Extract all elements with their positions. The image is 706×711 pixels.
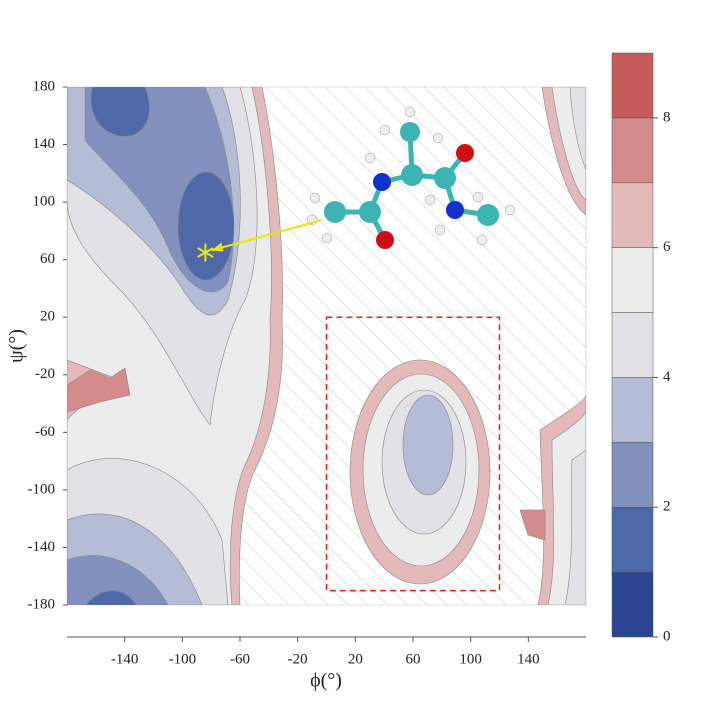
colorbar-tick-label: 0 bbox=[663, 628, 671, 644]
arrow-head bbox=[211, 242, 224, 252]
molecule bbox=[306, 106, 516, 249]
annotation-arrow bbox=[211, 219, 323, 252]
contour-region bbox=[177, 171, 235, 281]
contour-region bbox=[564, 449, 586, 605]
x-tick-label: -100 bbox=[169, 651, 197, 667]
contour-region bbox=[90, 87, 150, 137]
colorbar-band bbox=[611, 377, 654, 443]
colorbar-band bbox=[611, 117, 654, 184]
colorbar-band bbox=[611, 52, 654, 119]
colorbar-band bbox=[611, 182, 654, 248]
contour-region bbox=[402, 394, 454, 496]
y-tick-label: -180 bbox=[28, 596, 56, 612]
y-tick-label: 100 bbox=[33, 194, 56, 210]
y-tick-label: 180 bbox=[33, 78, 56, 94]
colorbar-tick-label: 4 bbox=[663, 369, 671, 385]
x-tick-label: -140 bbox=[111, 651, 139, 667]
contour-region bbox=[519, 509, 546, 541]
x-tick-label: 140 bbox=[517, 651, 540, 667]
contour-region bbox=[85, 590, 137, 605]
x-tick-label: 60 bbox=[406, 651, 421, 667]
y-tick-label: 20 bbox=[40, 309, 55, 325]
x-tick-label: -20 bbox=[288, 651, 308, 667]
contour-region bbox=[67, 555, 169, 605]
colorbar-band bbox=[611, 247, 654, 313]
y-tick-label: 60 bbox=[40, 251, 55, 267]
contour-region bbox=[67, 367, 131, 413]
colorbar-band bbox=[611, 506, 654, 573]
x-tick-label: -60 bbox=[230, 651, 250, 667]
colorbar-band bbox=[611, 312, 654, 378]
highlight-box bbox=[325, 316, 501, 592]
y-tick-label: -140 bbox=[28, 539, 56, 555]
y-axis-label: ψ(°) bbox=[6, 329, 28, 363]
contour-region bbox=[569, 87, 586, 171]
x-tick-label: 100 bbox=[459, 651, 482, 667]
colorbar-tick-label: 6 bbox=[663, 239, 671, 255]
contours bbox=[67, 87, 586, 605]
y-tick-label: -20 bbox=[35, 366, 55, 382]
y-tick-label: -100 bbox=[28, 481, 56, 497]
x-axis-label: ϕ(°) bbox=[310, 670, 342, 692]
y-tick-label: -60 bbox=[35, 424, 55, 440]
colorbar-band bbox=[611, 571, 654, 638]
colorbar-band bbox=[611, 442, 654, 508]
x-tick-label: 20 bbox=[348, 651, 363, 667]
marker-stroke bbox=[197, 247, 214, 258]
colorbar-tick-label: 2 bbox=[663, 499, 671, 515]
marker bbox=[197, 243, 214, 262]
colorbar-tick-label: 8 bbox=[663, 109, 671, 125]
y-tick-label: 140 bbox=[33, 136, 56, 152]
